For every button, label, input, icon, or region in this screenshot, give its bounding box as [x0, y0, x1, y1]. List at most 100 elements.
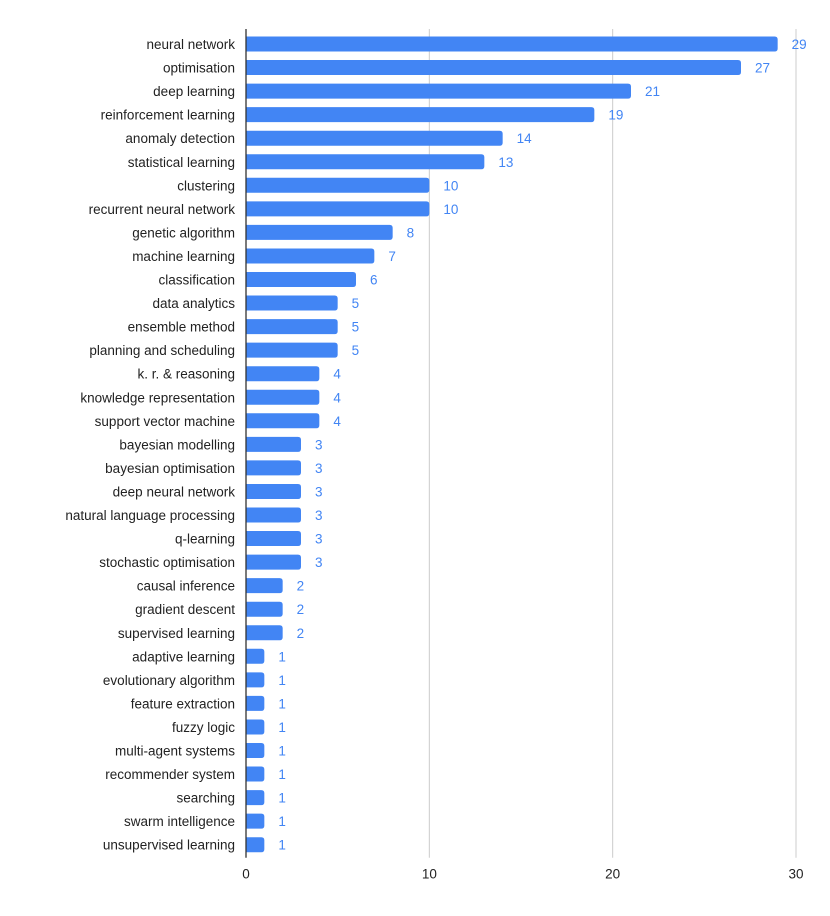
data-label: 5	[352, 296, 360, 311]
gridlines	[428, 29, 797, 858]
data-label: 7	[388, 249, 396, 264]
category-label: neural network	[146, 37, 235, 52]
bar[interactable]	[246, 366, 320, 382]
data-label: 1	[278, 673, 286, 688]
category-label: statistical learning	[128, 155, 235, 170]
bar[interactable]	[246, 413, 320, 429]
data-label: 2	[297, 579, 305, 594]
data-label: 3	[315, 461, 323, 476]
category-label: evolutionary algorithm	[103, 673, 235, 688]
category-label: machine learning	[132, 249, 235, 264]
bar[interactable]	[246, 130, 503, 146]
category-label: bayesian modelling	[119, 437, 235, 452]
data-label: 3	[315, 532, 323, 547]
category-label: knowledge representation	[80, 390, 235, 405]
bar[interactable]	[246, 460, 301, 476]
bar[interactable]	[246, 766, 265, 782]
data-labels: 2927211914131010876555444333333222111111…	[278, 37, 806, 853]
category-label: gradient descent	[135, 602, 235, 617]
data-label: 13	[498, 155, 513, 170]
bar[interactable]	[246, 483, 301, 499]
x-tick-label: 20	[605, 867, 620, 882]
category-label: bayesian optimisation	[105, 461, 235, 476]
category-label: clustering	[177, 178, 235, 193]
bar[interactable]	[246, 201, 430, 217]
bar[interactable]	[246, 507, 301, 523]
data-label: 1	[278, 838, 286, 853]
x-tick-label: 10	[422, 867, 437, 882]
bar[interactable]	[246, 790, 265, 806]
data-label: 1	[278, 791, 286, 806]
bar[interactable]	[246, 83, 631, 99]
bar[interactable]	[246, 177, 430, 193]
category-labels: neural network optimisation deep learning r…	[65, 37, 235, 853]
category-label: causal inference	[137, 579, 235, 594]
category-label: k. r. & reasoning	[137, 367, 235, 382]
category-label: unsupervised learning	[103, 838, 235, 853]
bar[interactable]	[246, 625, 283, 641]
data-label: 2	[297, 626, 305, 641]
bar[interactable]	[246, 531, 301, 547]
bar[interactable]	[246, 743, 265, 758]
bar[interactable]	[246, 295, 338, 311]
x-tick-label: 30	[788, 867, 803, 882]
category-label: multi-agent systems	[115, 744, 235, 759]
data-label: 4	[333, 367, 341, 382]
category-label: natural language processing	[65, 508, 235, 523]
bar[interactable]	[246, 107, 595, 123]
data-label: 3	[315, 437, 323, 452]
bar[interactable]	[246, 224, 393, 240]
category-label: optimisation	[163, 61, 235, 76]
data-label: 4	[333, 414, 341, 429]
data-label: 21	[645, 84, 660, 99]
data-label: 4	[333, 390, 341, 405]
bar[interactable]	[246, 813, 265, 829]
bar[interactable]	[246, 342, 338, 358]
data-label: 1	[278, 649, 286, 664]
category-label: reinforcement learning	[101, 108, 235, 123]
bar[interactable]	[246, 36, 778, 52]
bar[interactable]	[246, 436, 301, 452]
bar[interactable]	[246, 60, 741, 76]
bar[interactable]	[246, 272, 356, 287]
bar[interactable]	[246, 695, 265, 711]
data-label: 1	[278, 696, 286, 711]
category-label: recommender system	[105, 767, 235, 782]
bar[interactable]	[246, 248, 375, 264]
data-label: 14	[517, 131, 533, 146]
bar[interactable]	[246, 154, 485, 170]
data-label: 2	[297, 602, 305, 617]
bar[interactable]	[246, 319, 338, 335]
data-label: 1	[278, 814, 286, 829]
category-label: q-learning	[175, 532, 235, 547]
x-tick-labels: 0 10 20 30	[242, 867, 803, 882]
category-label: planning and scheduling	[89, 343, 235, 358]
bar[interactable]	[246, 578, 283, 594]
category-label: feature extraction	[131, 696, 235, 711]
bar[interactable]	[246, 554, 301, 570]
bars	[246, 36, 778, 853]
category-label: deep learning	[153, 84, 235, 99]
data-label: 3	[315, 555, 323, 570]
bar[interactable]	[246, 672, 265, 688]
bar[interactable]	[246, 648, 265, 664]
bar[interactable]	[246, 601, 283, 617]
bar[interactable]	[246, 837, 265, 853]
category-label: anomaly detection	[125, 131, 235, 146]
category-label: deep neural network	[113, 484, 236, 499]
data-label: 10	[443, 202, 458, 217]
category-label: recurrent neural network	[89, 202, 236, 217]
category-label: searching	[176, 791, 235, 806]
bar[interactable]	[246, 719, 265, 735]
data-label: 10	[443, 178, 458, 193]
data-label: 1	[278, 767, 286, 782]
data-label: 1	[278, 744, 286, 759]
data-label: 8	[407, 225, 415, 240]
category-label: adaptive learning	[132, 649, 235, 664]
data-label: 27	[755, 61, 770, 76]
bar[interactable]	[246, 389, 320, 405]
category-label: swarm intelligence	[124, 814, 235, 829]
category-label: classification	[158, 273, 235, 288]
